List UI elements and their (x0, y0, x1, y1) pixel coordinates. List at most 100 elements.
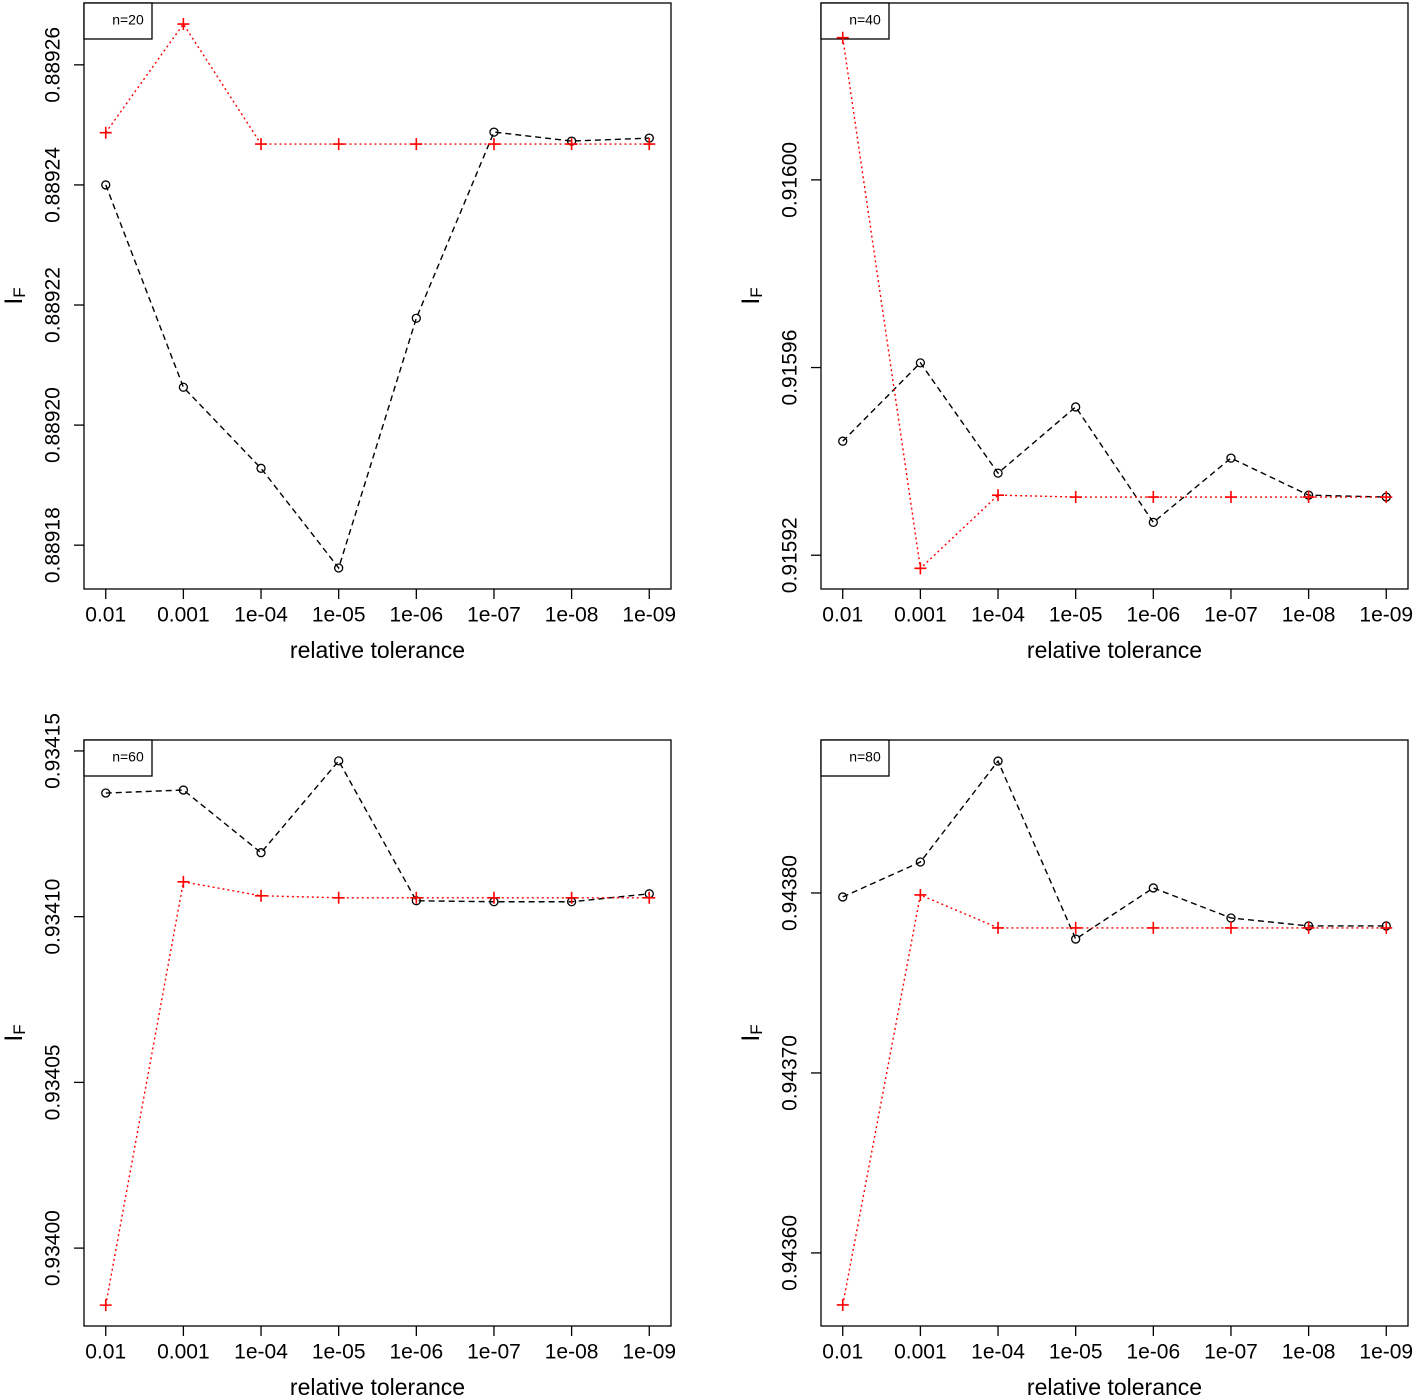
y-tick-label: 0.88924 (42, 147, 65, 223)
y-axis-label: IF (0, 1024, 29, 1041)
y-tick-label: 0.91592 (779, 517, 802, 593)
x-tick-label: 0.001 (157, 604, 210, 627)
point-marker (101, 788, 111, 798)
x-tick-label: 1e-09 (622, 1341, 676, 1364)
point-marker (1224, 491, 1237, 504)
point-marker (99, 1299, 112, 1312)
point-marker (256, 848, 266, 858)
x-tick-label: 1e-05 (1049, 1341, 1103, 1364)
point-marker (411, 313, 421, 323)
y-tick-label: 0.94360 (779, 1215, 802, 1291)
point-marker (487, 891, 500, 904)
y-axis-label: IF (737, 287, 767, 304)
x-tick-label: 0.001 (894, 604, 947, 627)
series-line (105, 759, 650, 903)
x-tick-label: 1e-09 (1359, 604, 1413, 627)
point-marker (1226, 453, 1236, 463)
y-tick-label: 0.94370 (779, 1035, 802, 1111)
x-tick-label: 0.01 (822, 604, 863, 627)
series-line (842, 759, 1387, 941)
point-marker (643, 138, 656, 151)
x-tick-label: 1e-05 (312, 1341, 366, 1364)
y-axis-label-main: I (0, 1035, 28, 1042)
point-marker (838, 436, 848, 446)
y-axis-label-sub: F (747, 287, 766, 297)
x-tick-label: 1e-06 (389, 604, 443, 627)
legend-box (83, 739, 153, 777)
x-axis-label: relative tolerance (1027, 1374, 1202, 1400)
x-tick-label: 1e-07 (467, 1341, 521, 1364)
x-tick-label: 1e-04 (971, 604, 1025, 627)
legend-box (83, 2, 153, 40)
x-tick-label: 0.01 (85, 604, 126, 627)
legend-text: n=40 (849, 12, 881, 28)
point-marker (565, 891, 578, 904)
y-tick-label: 0.91600 (779, 142, 802, 218)
x-tick-label: 1e-07 (1204, 1341, 1258, 1364)
legend-text: n=60 (112, 749, 144, 765)
point-marker (178, 382, 189, 392)
x-tick-label: 1e-07 (1204, 604, 1258, 627)
plot-frame (83, 2, 672, 590)
point-marker (1302, 921, 1315, 934)
series-line (105, 22, 650, 145)
x-tick-label: 1e-07 (467, 604, 521, 627)
series-line (105, 131, 650, 570)
panel: 0.93400 0.93405 0.93410 0.93415 0.01 0.001 1e-… (0, 713, 676, 1400)
y-tick-label: 0.88922 (42, 267, 65, 343)
series-line (842, 893, 1387, 1306)
point-marker (177, 18, 190, 31)
y-tick-label: 0.88926 (42, 27, 65, 103)
x-tick-label: 1e-05 (312, 604, 366, 627)
plot-frame (820, 2, 1409, 590)
point-marker (992, 921, 1005, 934)
point-marker (993, 756, 1003, 766)
panel: 0.94360 0.94370 0.94380 0.01 0.001 1e-04 1e-05… (737, 739, 1413, 1400)
point-marker (1224, 921, 1237, 934)
point-marker (1380, 921, 1393, 934)
series-line (105, 881, 650, 1306)
point-marker (1147, 921, 1160, 934)
y-tick-label: 0.91596 (779, 330, 802, 406)
x-tick-label: 0.001 (157, 1341, 210, 1364)
plot-frame (83, 739, 672, 1327)
point-marker (565, 138, 578, 151)
y-axis-label-main: I (0, 298, 28, 305)
y-tick-label: 0.93405 (42, 1044, 65, 1120)
x-tick-label: 0.01 (822, 1341, 863, 1364)
legend-box (820, 2, 890, 40)
point-marker (489, 127, 499, 137)
point-marker (1071, 402, 1081, 412)
y-axis-label-main: I (737, 298, 765, 305)
x-tick-label: 1e-08 (1282, 1341, 1336, 1364)
point-marker (410, 891, 423, 904)
point-marker (255, 138, 268, 151)
point-marker (487, 138, 500, 151)
y-tick-label: 0.88918 (42, 507, 65, 583)
point-marker (1148, 883, 1158, 893)
y-tick-label: 0.93400 (42, 1210, 65, 1286)
y-tick-label: 0.93415 (42, 713, 65, 789)
point-marker (1069, 921, 1082, 934)
point-marker (177, 875, 190, 888)
x-tick-label: 1e-08 (1282, 604, 1336, 627)
x-tick-label: 1e-06 (1126, 1341, 1180, 1364)
x-axis-label: relative tolerance (290, 637, 465, 663)
x-tick-label: 1e-06 (1126, 604, 1180, 627)
y-tick-label: 0.93410 (42, 879, 65, 955)
point-marker (1302, 491, 1315, 504)
point-marker (836, 1298, 849, 1311)
point-marker (178, 785, 189, 795)
y-axis-label-sub: F (10, 287, 29, 297)
y-axis-label-sub: F (10, 1024, 29, 1034)
point-marker (410, 138, 423, 151)
point-marker (915, 857, 926, 867)
point-marker (1069, 491, 1082, 504)
panel: 0.88918 0.88920 0.88922 0.88924 0.88926 0.01 0… (0, 2, 676, 663)
x-tick-label: 1e-05 (1049, 604, 1103, 627)
y-axis-label: IF (737, 1024, 767, 1041)
x-axis-label: relative tolerance (1027, 637, 1202, 663)
point-marker (836, 31, 849, 44)
point-marker (914, 888, 927, 901)
